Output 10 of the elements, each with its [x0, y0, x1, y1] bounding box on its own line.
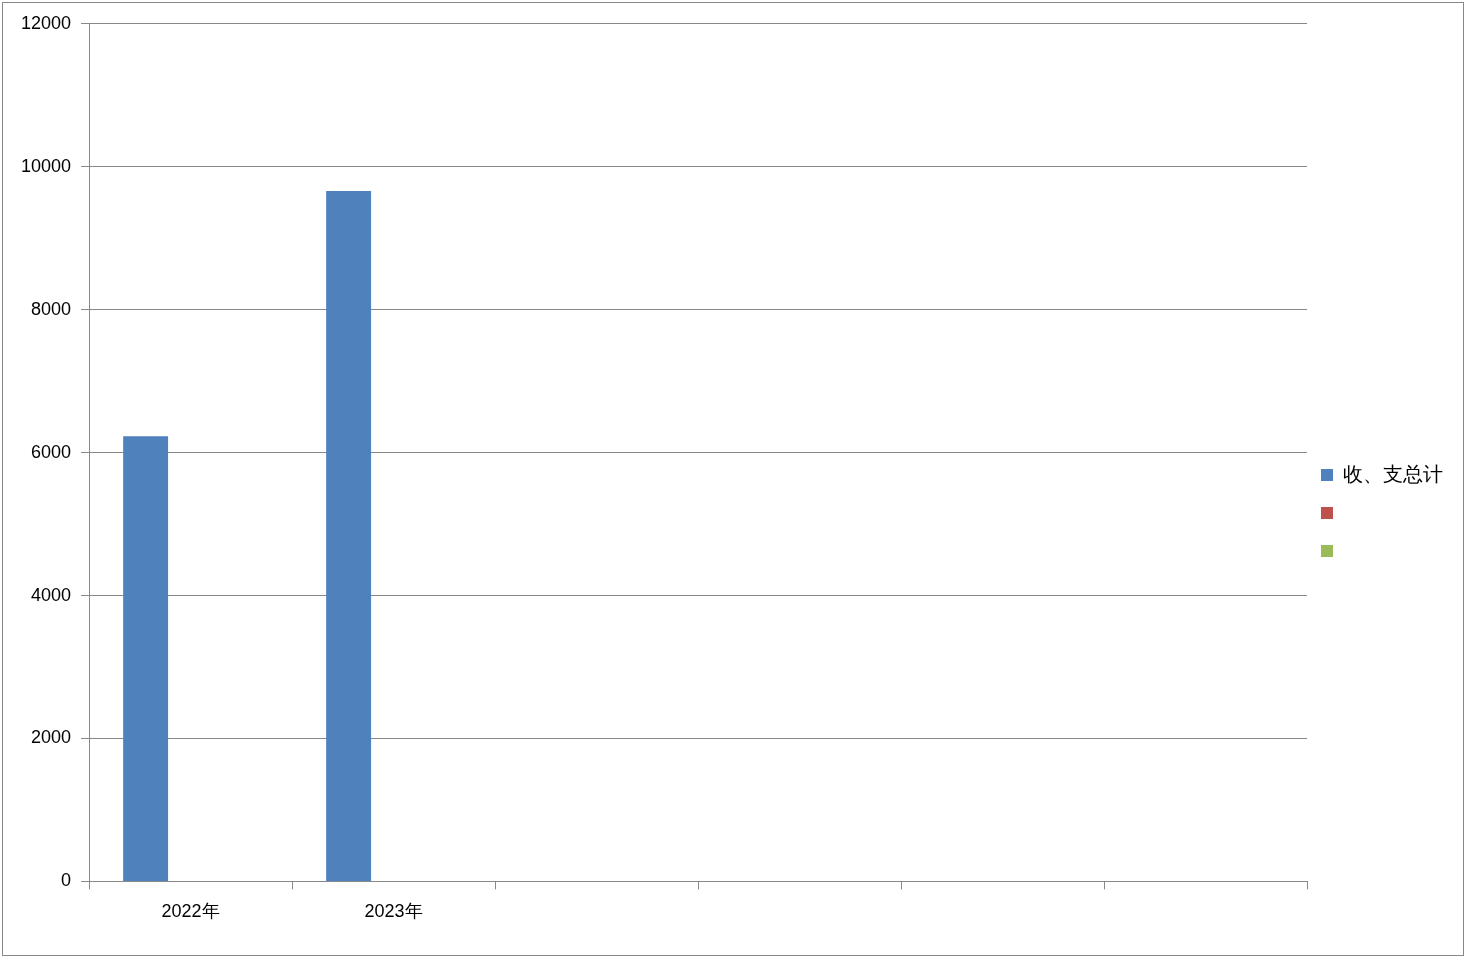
x-tick-label: 2022年: [161, 901, 220, 922]
y-tick-label: 6000: [31, 441, 72, 462]
y-tick-label: 0: [61, 870, 72, 891]
y-tick-label: 8000: [31, 298, 72, 319]
y-tick-label: 2000: [31, 727, 72, 748]
y-tick-label: 12000: [20, 12, 72, 33]
legend-label: 收、支总计: [1343, 462, 1443, 485]
x-tick-label: 2023年: [364, 901, 423, 922]
y-tick-label: 10000: [20, 155, 72, 176]
y-tick-label: 4000: [31, 584, 72, 605]
